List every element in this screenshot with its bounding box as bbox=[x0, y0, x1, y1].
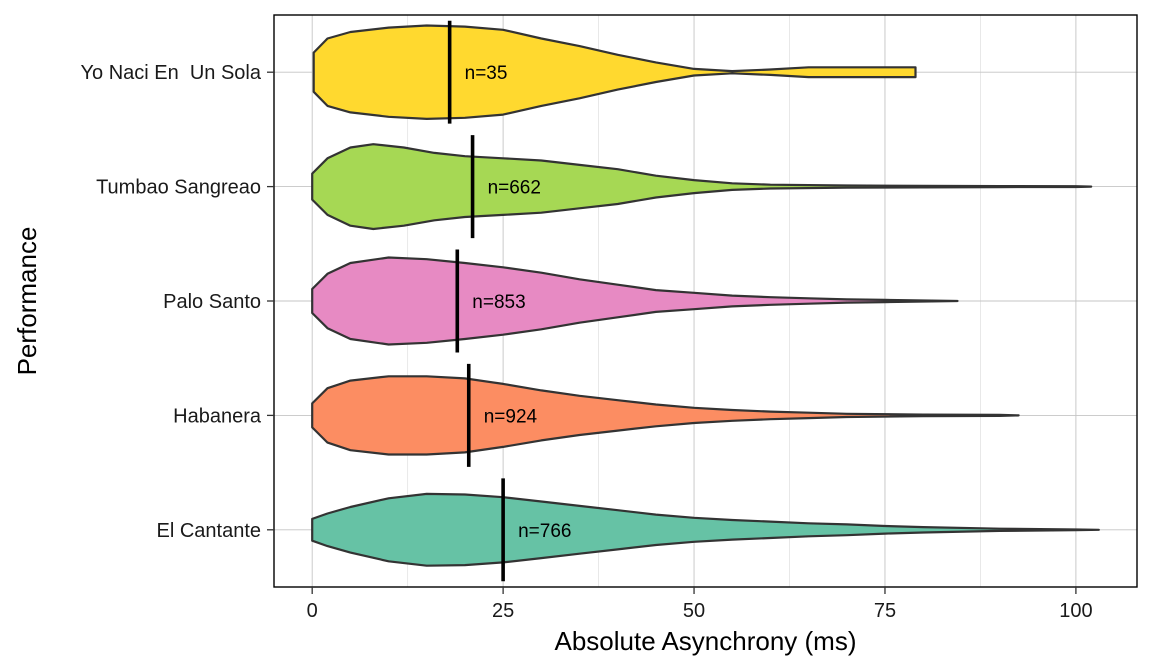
violin-group: n=35 bbox=[312, 20, 917, 124]
sample-size-label: n=924 bbox=[484, 406, 538, 427]
x-tick-label: 100 bbox=[1059, 600, 1092, 622]
y-tick-label: Palo Santo bbox=[163, 291, 261, 313]
violin-body bbox=[311, 143, 1093, 231]
violin-body bbox=[311, 375, 1020, 456]
sample-size-label: n=35 bbox=[465, 63, 508, 84]
violin-body bbox=[312, 24, 917, 120]
y-tick-label: Tumbao Sangreao bbox=[96, 177, 261, 199]
y-tick-label: Yo Naci En Un Sola bbox=[81, 62, 262, 84]
sample-size-label: n=662 bbox=[488, 178, 541, 199]
sample-size-label: n=766 bbox=[518, 521, 571, 542]
violin-group: n=766 bbox=[311, 478, 1100, 582]
x-tick-label: 75 bbox=[874, 600, 896, 622]
violin-group: n=853 bbox=[311, 249, 959, 353]
x-tick-label: 25 bbox=[492, 600, 514, 622]
violin-group: n=662 bbox=[311, 135, 1093, 239]
x-axis-title: Absolute Asynchrony (ms) bbox=[554, 626, 856, 656]
axes: 0 25 50 75 100 Yo Naci En Un Sola Tumbao Sangr… bbox=[81, 62, 1093, 622]
sample-size-label: n=853 bbox=[472, 292, 525, 313]
y-tick-label: El Cantante bbox=[156, 520, 261, 542]
violin-group: n=924 bbox=[311, 363, 1020, 467]
violin-body bbox=[311, 256, 959, 346]
y-axis-title: Performance bbox=[12, 227, 42, 376]
x-tick-label: 50 bbox=[683, 600, 705, 622]
violin-body bbox=[311, 492, 1100, 567]
y-tick-label: Habanera bbox=[173, 405, 262, 427]
x-tick-label: 0 bbox=[307, 600, 318, 622]
violins: n=35 n=662 n=853 n=924 n=766 bbox=[311, 20, 1100, 582]
